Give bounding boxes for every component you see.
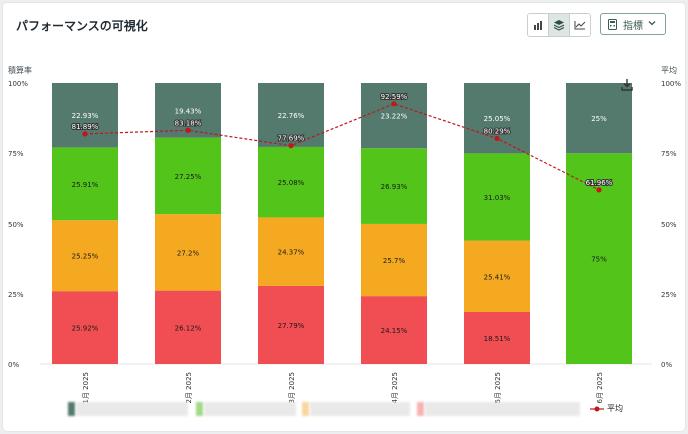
bar-value-label: 24.37% <box>278 249 305 257</box>
bar-segment <box>566 83 632 154</box>
x-tick-label: 3月 2025 <box>288 372 296 404</box>
y-tick-right: 0% <box>661 361 673 369</box>
y-tick-right: 100% <box>661 80 682 88</box>
legend-swatch <box>302 402 309 416</box>
legend-swatch <box>417 402 424 416</box>
bar-value-label: 22.93% <box>72 112 99 120</box>
y-tick-left: 100% <box>8 80 29 88</box>
stacked-chart-button[interactable] <box>549 14 570 36</box>
bar-segment <box>52 82 118 148</box>
bar-segment <box>52 220 118 292</box>
bar-value-label: 18.51% <box>484 335 511 343</box>
x-tick-label: 5月 2025 <box>494 372 502 404</box>
y-tick-left: 75% <box>8 150 24 158</box>
y-tick-left: 25% <box>8 291 24 299</box>
average-value-label: 80.29% <box>484 127 511 135</box>
average-point <box>596 187 602 193</box>
bar-value-label: 27.25% <box>175 173 202 181</box>
chart-type-toggle <box>527 13 591 37</box>
bar-value-label: 26.12% <box>175 324 202 332</box>
bar-segment <box>464 83 530 154</box>
legend-entry-blurred <box>425 402 580 416</box>
bar-segment <box>464 240 530 312</box>
bar-value-label: 23.22% <box>381 113 408 121</box>
chevron-down-icon <box>648 21 656 26</box>
stacked-layers-icon <box>553 20 565 31</box>
bar-value-label: 25.08% <box>278 179 305 187</box>
bar-value-label: 19.43% <box>175 107 202 115</box>
bar-value-label: 27.79% <box>278 322 305 330</box>
bar-value-label: 25.05% <box>484 115 511 123</box>
bar-segment <box>155 290 221 364</box>
average-point <box>391 101 397 107</box>
bar-value-label: 25.7% <box>383 257 406 265</box>
bar-value-label: 25.92% <box>72 325 99 333</box>
x-tick-label: 2月 2025 <box>185 372 193 404</box>
bar-value-label: 75% <box>591 256 607 264</box>
bar-segment <box>258 285 324 364</box>
average-point <box>494 135 500 141</box>
bar-segment <box>258 146 324 218</box>
bar-value-label: 25.41% <box>484 273 511 281</box>
bar-segment <box>464 153 530 241</box>
legend-swatch <box>196 402 203 416</box>
y-tick-right: 50% <box>661 221 677 229</box>
legend-entry-blurred <box>204 402 296 416</box>
bar-value-label: 25% <box>591 115 607 123</box>
legend-average-label: 平均 <box>607 404 623 413</box>
calculator-icon <box>608 18 617 30</box>
bar-segment <box>155 137 221 215</box>
legend-swatch <box>68 402 75 416</box>
average-value-label: 61.96% <box>586 179 613 187</box>
y-tick-left: 50% <box>8 221 24 229</box>
bar-chart-icon <box>534 21 542 30</box>
x-tick-label: 1月 2025 <box>82 372 90 404</box>
metric-dropdown[interactable]: 指標 <box>600 13 666 35</box>
bar-segment <box>361 223 427 297</box>
bar-segment <box>155 214 221 291</box>
y-axis-left-title: 積算率 <box>8 66 32 75</box>
bar-chart-button[interactable] <box>528 14 549 36</box>
bar-segment <box>361 83 427 149</box>
average-value-label: 92.59% <box>381 93 408 101</box>
bar-segment <box>464 311 530 364</box>
average-line <box>84 103 600 191</box>
average-point <box>82 131 88 137</box>
bar-value-label: 25.91% <box>72 181 99 189</box>
y-tick-left: 0% <box>8 361 20 369</box>
metric-label: 指標 <box>623 20 643 32</box>
download-icon[interactable] <box>620 78 634 92</box>
legend-average[interactable]: 平均 <box>590 403 623 414</box>
bar-segment <box>361 148 427 224</box>
y-tick-right: 25% <box>661 291 677 299</box>
y-axis-right-title: 平均 <box>661 66 677 75</box>
bar-value-label: 25.25% <box>72 253 99 261</box>
legend-entry-blurred <box>310 402 410 416</box>
bar-value-label: 26.93% <box>381 183 408 191</box>
bar-value-label: 24.15% <box>381 327 408 335</box>
page-title: パフォーマンスの可視化 <box>16 19 148 33</box>
bar-value-label: 27.2% <box>177 249 200 257</box>
bar-segment <box>258 217 324 286</box>
average-value-label: 77.69% <box>278 135 305 143</box>
average-value-label: 83.18% <box>175 119 202 127</box>
legend-line-marker-icon <box>590 406 604 411</box>
x-tick-label: 4月 2025 <box>391 372 399 404</box>
bar-segment <box>52 147 118 221</box>
legend-entry-blurred <box>76 402 188 416</box>
average-point <box>185 127 191 133</box>
line-chart-button[interactable] <box>570 14 590 36</box>
x-tick-label: 6月 2025 <box>596 372 604 404</box>
line-chart-icon <box>574 21 586 30</box>
bar-value-label: 31.03% <box>484 194 511 202</box>
average-point <box>288 143 294 149</box>
y-tick-right: 75% <box>661 150 677 158</box>
bar-segment <box>52 291 118 364</box>
average-value-label: 81.89% <box>72 123 99 131</box>
bar-segment <box>361 296 427 364</box>
bar-value-label: 22.76% <box>278 112 305 120</box>
